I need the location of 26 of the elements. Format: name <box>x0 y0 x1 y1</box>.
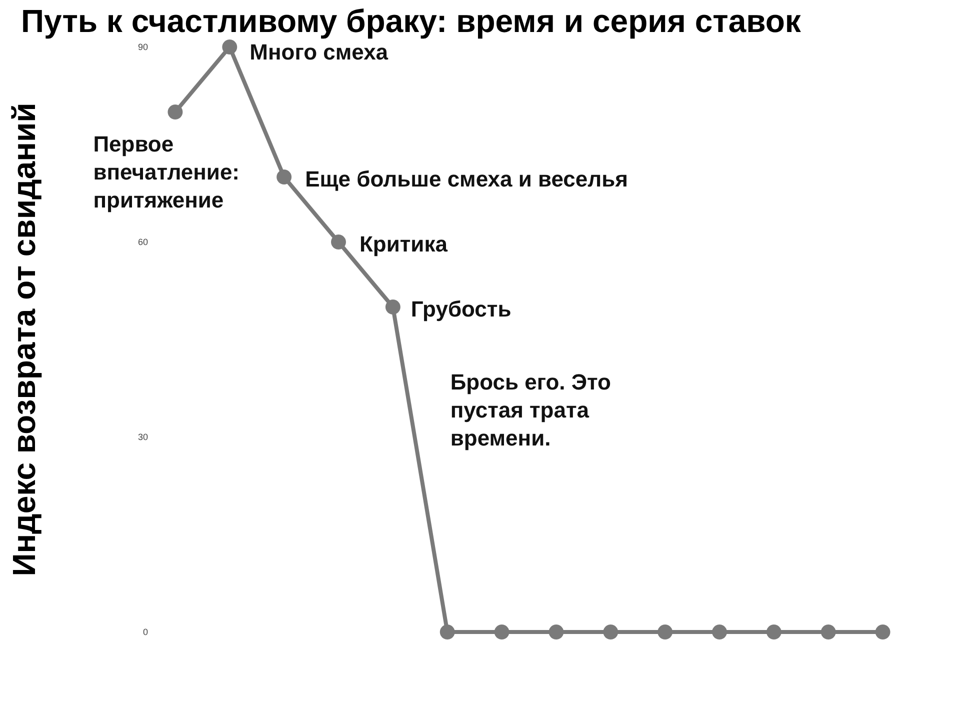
point <box>440 624 455 640</box>
annotation: Первое впечатление: притяжение <box>93 132 240 212</box>
point <box>603 624 618 640</box>
point <box>276 170 292 184</box>
point <box>494 624 510 640</box>
y-tick-label: 0 <box>142 627 148 637</box>
chart-title: Путь к счастливому браку: время и серия ставок <box>21 3 802 39</box>
point <box>766 624 782 640</box>
point <box>712 624 727 640</box>
y-tick-label: 90 <box>138 42 148 52</box>
annotation: Еще больше смеха и веселья <box>305 166 628 192</box>
y-axis-title: Индекс возврата от свиданий <box>6 102 42 576</box>
point <box>820 624 836 640</box>
annotation: Критика <box>360 232 448 256</box>
annotation: Брось его. Это пустая трата времени. <box>450 370 611 450</box>
point <box>168 104 183 120</box>
point <box>658 624 673 640</box>
y-tick-label: 60 <box>138 237 148 247</box>
y-tick-label: 30 <box>138 432 148 442</box>
annotation: Грубость <box>410 296 512 322</box>
point <box>331 234 346 250</box>
point <box>385 300 400 314</box>
point <box>548 624 564 640</box>
point <box>222 40 238 54</box>
annotation: Много смеха <box>250 40 389 64</box>
point <box>875 624 890 640</box>
